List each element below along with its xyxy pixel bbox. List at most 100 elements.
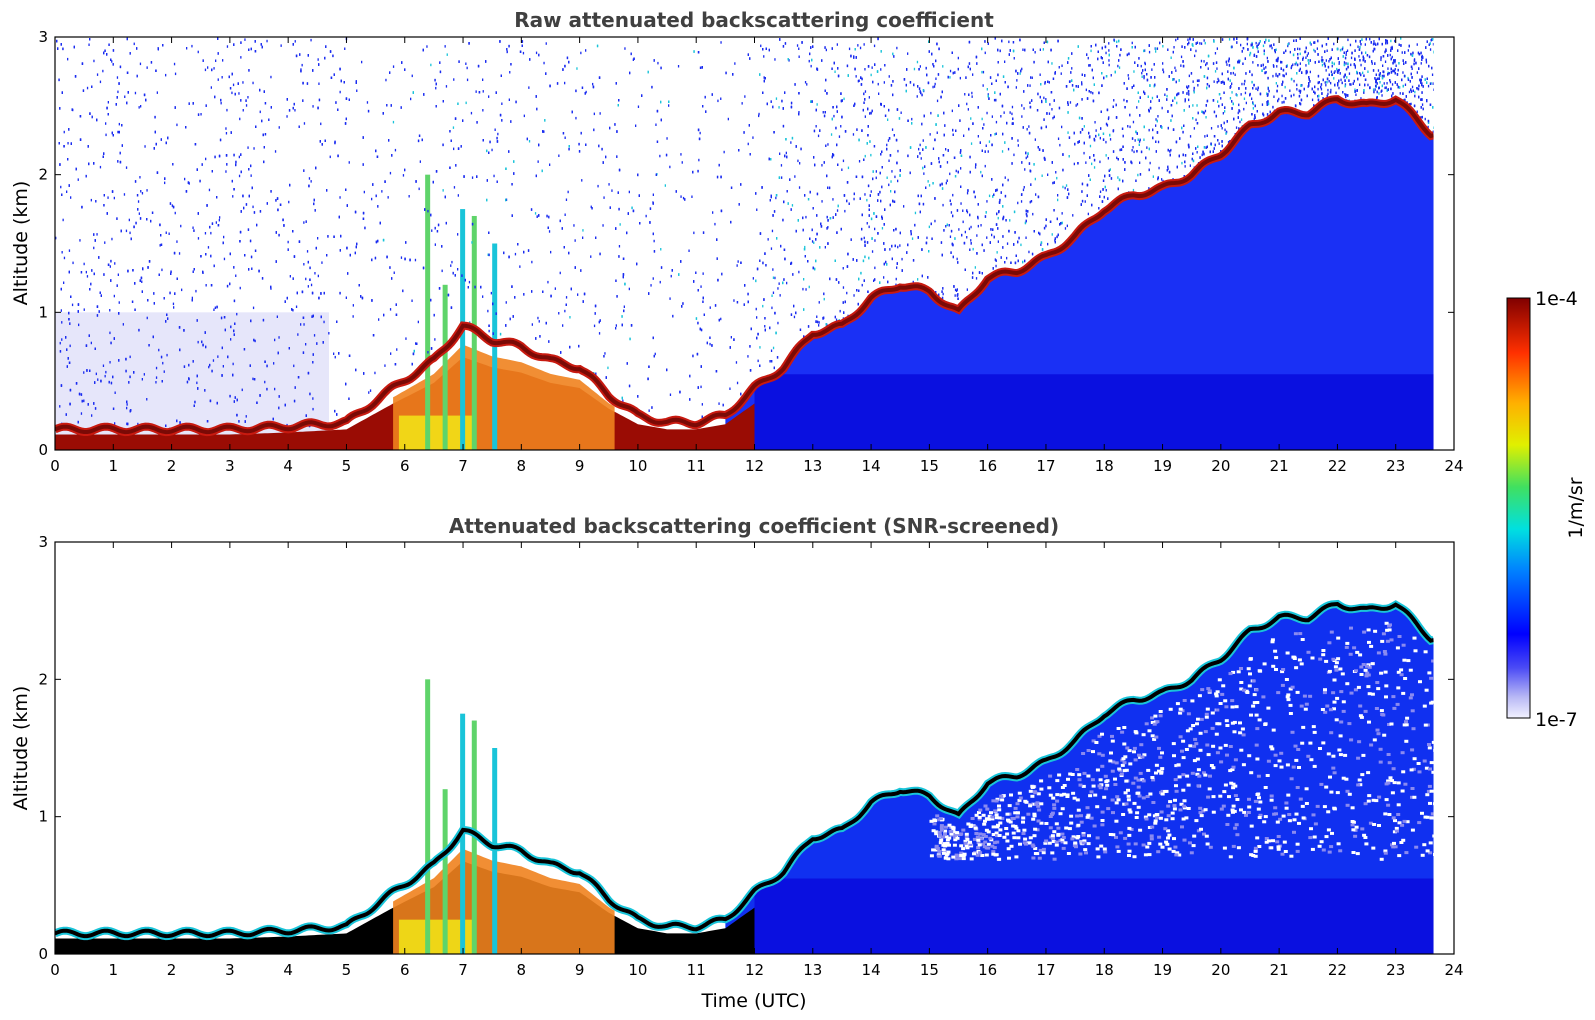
- noise-pixel: [62, 218, 64, 222]
- noise-pixel: [1023, 90, 1025, 93]
- noise-pixel: [482, 90, 484, 93]
- noise-pixel: [165, 73, 167, 77]
- noise-pixel: [1029, 84, 1031, 87]
- noise-pixel: [531, 260, 533, 264]
- noise-pixel: [1054, 239, 1056, 242]
- noise-pixel: [1057, 194, 1059, 197]
- noise-pixel: [1015, 86, 1017, 89]
- noise-pixel: [1060, 72, 1062, 75]
- noise-pixel: [66, 365, 68, 368]
- noise-pixel: [1138, 57, 1140, 60]
- noise-pixel: [1148, 168, 1150, 172]
- noise-pixel: [916, 60, 919, 64]
- noise-pixel: [1416, 110, 1418, 113]
- noise-pixel: [1224, 106, 1226, 109]
- noise-pixel: [1143, 76, 1145, 80]
- noise-pixel: [1313, 48, 1315, 52]
- noise-pixel: [604, 352, 606, 355]
- noise-pixel: [669, 165, 671, 169]
- noise-pixel: [1293, 93, 1295, 97]
- noise-pixel: [1186, 86, 1189, 90]
- noise-pixel: [1374, 88, 1376, 91]
- noise-pixel: [439, 70, 442, 74]
- noise-pixel: [1051, 108, 1053, 111]
- noise-pixel: [215, 221, 217, 224]
- noise-pixel: [1272, 74, 1274, 78]
- noise-pixel: [888, 159, 890, 162]
- noise-pixel: [465, 101, 467, 105]
- noise-pixel: [286, 115, 288, 118]
- noise-pixel: [1343, 61, 1346, 64]
- noise-pixel: [1327, 88, 1329, 92]
- noise-pixel: [1411, 85, 1414, 89]
- noise-pixel: [468, 280, 471, 284]
- noise-pixel: [798, 111, 800, 114]
- noise-pixel: [1326, 49, 1328, 52]
- noise-pixel: [235, 274, 237, 277]
- noise-pixel: [1428, 64, 1430, 68]
- noise-pixel: [895, 283, 897, 287]
- noise-pixel: [888, 183, 890, 187]
- noise-pixel: [1241, 82, 1243, 86]
- noise-pixel: [871, 66, 873, 69]
- noise-pixel: [950, 211, 953, 214]
- noise-pixel: [987, 42, 989, 45]
- noise-pixel: [1061, 212, 1063, 215]
- noise-pixel: [574, 239, 576, 242]
- noise-pixel: [489, 140, 491, 144]
- noise-pixel: [1359, 83, 1361, 86]
- noise-pixel: [1263, 52, 1265, 56]
- plume-column: [442, 284, 448, 450]
- noise-pixel: [1258, 42, 1260, 45]
- noise-pixel: [1317, 39, 1319, 43]
- noise-pixel: [759, 346, 761, 349]
- noise-pixel: [70, 196, 72, 199]
- noise-pixel: [1251, 80, 1253, 84]
- noise-pixel: [414, 258, 417, 262]
- noise-pixel: [900, 111, 902, 114]
- noise-pixel: [738, 149, 740, 152]
- noise-pixel: [800, 147, 802, 151]
- noise-pixel: [389, 308, 392, 311]
- noise-pixel: [166, 353, 168, 357]
- noise-pixel: [659, 280, 661, 284]
- noise-pixel: [1210, 127, 1213, 130]
- noise-pixel: [67, 57, 69, 61]
- noise-pixel: [881, 227, 884, 230]
- noise-pixel: [1197, 111, 1199, 115]
- noise-pixel: [1383, 82, 1385, 85]
- noise-pixel: [1404, 83, 1407, 86]
- noise-pixel: [1394, 68, 1396, 71]
- noise-pixel: [427, 351, 429, 354]
- noise-pixel: [1139, 161, 1141, 164]
- noise-pixel: [786, 281, 788, 285]
- noise-pixel: [1039, 73, 1041, 76]
- noise-pixel: [670, 274, 672, 278]
- noise-pixel: [901, 257, 903, 261]
- noise-pixel: [1028, 250, 1030, 254]
- noise-pixel: [454, 274, 456, 277]
- noise-pixel: [956, 289, 958, 292]
- noise-pixel: [816, 103, 818, 106]
- noise-pixel: [954, 237, 956, 240]
- noise-pixel: [1105, 140, 1107, 144]
- noise-pixel: [1006, 242, 1009, 245]
- noise-pixel: [1403, 74, 1406, 78]
- noise-pixel: [1149, 161, 1151, 165]
- noise-pixel: [1289, 89, 1291, 92]
- noise-pixel: [581, 179, 583, 182]
- noise-pixel: [141, 378, 143, 381]
- noise-pixel: [1002, 246, 1004, 249]
- noise-pixel: [385, 78, 387, 82]
- noise-pixel: [830, 133, 833, 136]
- noise-pixel: [1218, 142, 1220, 145]
- noise-pixel: [1116, 156, 1118, 160]
- noise-pixel: [986, 236, 988, 239]
- noise-pixel: [83, 371, 85, 374]
- noise-pixel: [1148, 128, 1150, 132]
- noise-pixel: [534, 212, 537, 215]
- noise-pixel: [827, 226, 829, 229]
- noise-pixel: [300, 68, 302, 71]
- noise-pixel: [1380, 58, 1382, 62]
- noise-pixel: [259, 210, 262, 213]
